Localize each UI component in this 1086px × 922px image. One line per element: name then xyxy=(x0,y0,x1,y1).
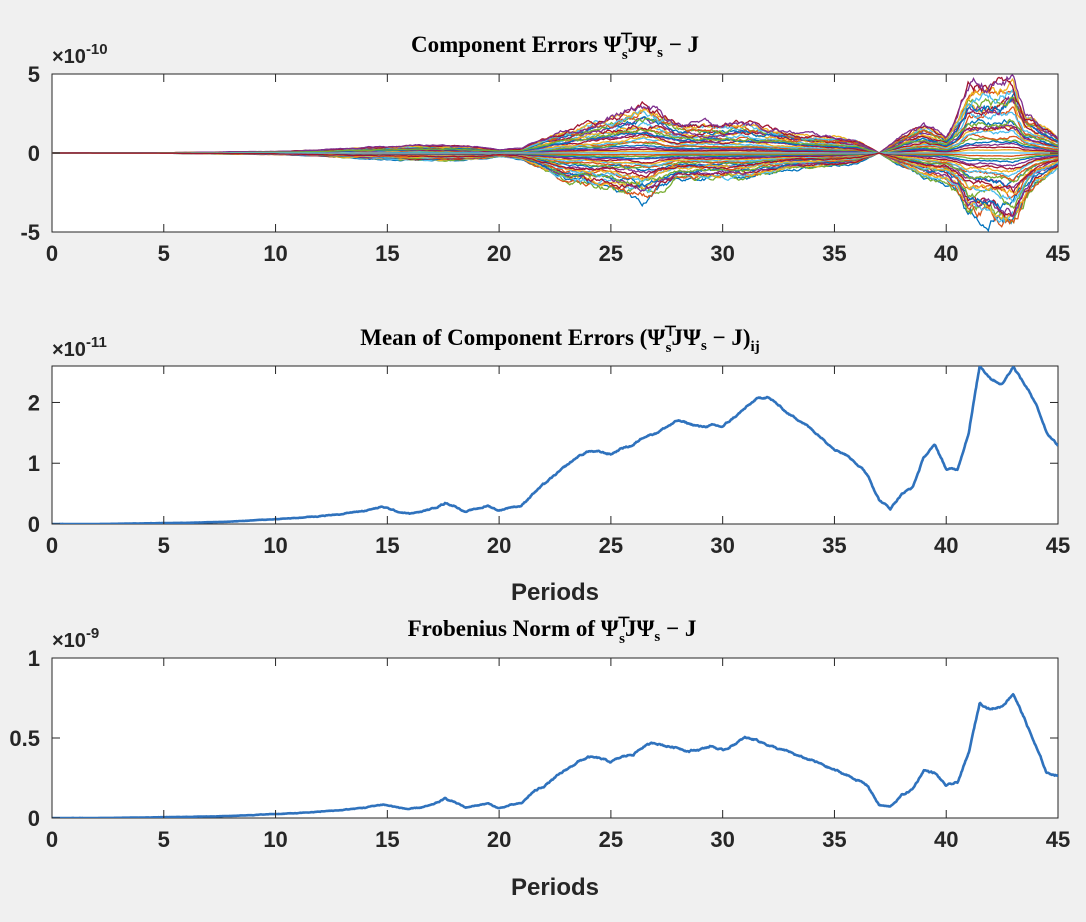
x-tick-label: 45 xyxy=(1046,827,1070,852)
mean-errors-xlabel: Periods xyxy=(511,579,599,606)
x-tick-label: 25 xyxy=(599,827,623,852)
x-tick-label: 40 xyxy=(934,533,958,558)
y-tick-label: 0 xyxy=(28,806,40,831)
frobenius-norm-title: Frobenius Norm of Ψ⊤ sJΨs − J xyxy=(408,615,697,647)
x-tick-label: 40 xyxy=(934,827,958,852)
x-tick-label: 15 xyxy=(375,533,399,558)
x-tick-label: 35 xyxy=(822,827,846,852)
mean-errors-title: Mean of Component Errors (Ψ⊤ sJΨs − J)ij xyxy=(360,324,759,356)
y-tick-label: -5 xyxy=(20,220,40,245)
x-tick-label: 35 xyxy=(822,241,846,266)
x-tick-label: 5 xyxy=(158,533,170,558)
mean-errors-axes xyxy=(51,365,1059,525)
x-tick-label: 0 xyxy=(46,241,58,266)
frobenius-norm-plot-area xyxy=(52,693,1058,818)
x-tick-label: 15 xyxy=(375,241,399,266)
x-tick-label: 20 xyxy=(487,827,511,852)
component-series-line xyxy=(52,152,1058,194)
component-errors-panel: 0 5 10 15 20 25 30 35 40 45-505 Component Errors … xyxy=(20,31,1070,266)
x-tick-label: 0 xyxy=(46,827,58,852)
component-errors-exponent: ×10-10 xyxy=(52,41,108,68)
y-tick-label: 1 xyxy=(28,451,40,476)
x-tick-label: 5 xyxy=(158,241,170,266)
x-tick-label: 45 xyxy=(1046,241,1070,266)
exponent-label: ×10-11 xyxy=(52,334,107,361)
x-tick-label: 0 xyxy=(46,533,58,558)
frobenius-norm-xlabel: Periods xyxy=(511,874,599,901)
x-tick-label: 30 xyxy=(710,241,734,266)
x-tick-label: 30 xyxy=(710,827,734,852)
x-tick-label: 30 xyxy=(710,533,734,558)
frobenius-norm-panel: 0 5 10 15 20 25 30 35 40 45 0 0.5 1 Frobenius Norm o… xyxy=(9,615,1070,901)
x-tick-label: 15 xyxy=(375,827,399,852)
x-tick-label: 25 xyxy=(599,241,623,266)
component-errors-title: Component Errors Ψ⊤ sJΨs − J xyxy=(411,31,699,63)
component-errors-plot-area xyxy=(52,74,1058,232)
series-line xyxy=(52,693,1058,818)
x-tick-label: 20 xyxy=(487,533,511,558)
y-tick-label: 5 xyxy=(28,62,40,87)
x-tick-label: 10 xyxy=(263,827,287,852)
y-tick-label: 0.5 xyxy=(9,726,40,751)
x-tick-label: 10 xyxy=(263,533,287,558)
y-tick-label: 2 xyxy=(28,390,40,415)
frobenius-norm-ticks: 0 5 10 15 20 25 30 35 40 45 0 0.5 1 xyxy=(9,646,1070,852)
x-tick-label: 20 xyxy=(487,241,511,266)
x-tick-label: 45 xyxy=(1046,533,1070,558)
mean-errors-plot-area xyxy=(52,366,1058,524)
frobenius-norm-exponent: ×10-9 xyxy=(52,625,99,652)
x-tick-label: 35 xyxy=(822,533,846,558)
mean-errors-ticks: 0 5 10 15 20 25 30 35 40 45 0 1 2 xyxy=(28,366,1070,558)
x-tick-label: 40 xyxy=(934,241,958,266)
exponent-label: ×10-10 xyxy=(52,41,108,68)
frobenius-norm-axes xyxy=(51,657,1059,819)
y-tick-label: 0 xyxy=(28,141,40,166)
mean-errors-panel: 0 5 10 15 20 25 30 35 40 45 0 1 2 Mean of Component … xyxy=(28,324,1070,606)
x-tick-label: 10 xyxy=(263,241,287,266)
x-tick-label: 5 xyxy=(158,827,170,852)
x-tick-label: 25 xyxy=(599,533,623,558)
y-tick-label: 0 xyxy=(28,512,40,537)
y-tick-label: 1 xyxy=(28,646,40,671)
component-errors-ticks: 0 5 10 15 20 25 30 35 40 45-505 xyxy=(20,62,1070,266)
series-line xyxy=(52,366,1058,524)
mean-errors-exponent: ×10-11 xyxy=(52,334,107,361)
exponent-label: ×10-9 xyxy=(52,625,99,652)
